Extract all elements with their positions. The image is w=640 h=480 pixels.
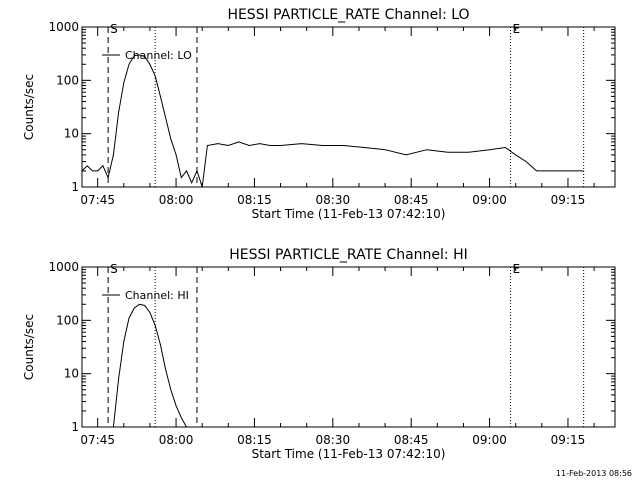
x-tick-label: 08:00 <box>159 193 194 207</box>
y-tick-label: 100 <box>56 73 79 87</box>
x-tick-label: 09:15 <box>551 433 586 447</box>
x-tick-label: 08:15 <box>237 193 272 207</box>
x-tick-label: 08:00 <box>159 433 194 447</box>
series-line <box>112 303 187 428</box>
y-axis-label: Counts/sec <box>22 74 36 140</box>
x-tick-label: 07:45 <box>80 433 115 447</box>
y-tick-label: 1000 <box>48 20 79 34</box>
marker-label: E <box>512 22 520 36</box>
legend-label: Channel: LO <box>125 49 192 62</box>
x-tick-label: 08:30 <box>316 433 351 447</box>
marker-label: S <box>110 262 118 276</box>
series-line <box>81 54 584 188</box>
chart-title: HESSI PARTICLE_RATE Channel: HI <box>229 247 467 263</box>
y-axis-label: Counts/sec <box>22 314 36 380</box>
y-tick-label: 10 <box>64 367 79 381</box>
x-tick-label: 07:45 <box>80 193 115 207</box>
y-tick-label: 1000 <box>48 260 79 274</box>
plot-frame <box>81 266 616 428</box>
y-tick-label: 10 <box>64 127 79 141</box>
x-tick-label: 08:15 <box>237 433 272 447</box>
plot-frame <box>81 26 616 188</box>
x-tick-label: 08:45 <box>394 193 429 207</box>
timestamp-footer: 11-Feb-2013 08:56 <box>556 469 632 478</box>
marker-label: E <box>512 262 520 276</box>
y-tick-label: 1 <box>71 420 79 434</box>
x-tick-label: 09:00 <box>472 193 507 207</box>
chart-title: HESSI PARTICLE_RATE Channel: LO <box>227 7 469 23</box>
x-tick-label: 08:45 <box>394 433 429 447</box>
marker-label: S <box>110 22 118 36</box>
y-tick-label: 100 <box>56 313 79 327</box>
panel-hi-channel: HESSI PARTICLE_RATE Channel: HI Counts/se… <box>22 247 616 461</box>
x-tick-label: 09:15 <box>551 193 586 207</box>
x-axis-label: Start Time (11-Feb-13 07:42:10) <box>252 447 446 461</box>
x-tick-label: 08:30 <box>316 193 351 207</box>
y-tick-label: 1 <box>71 180 79 194</box>
legend-label: Channel: HI <box>125 289 189 302</box>
x-axis-label: Start Time (11-Feb-13 07:42:10) <box>252 207 446 221</box>
panel-lo-channel: HESSI PARTICLE_RATE Channel: LO Counts/se… <box>22 7 616 221</box>
x-tick-label: 09:00 <box>472 433 507 447</box>
